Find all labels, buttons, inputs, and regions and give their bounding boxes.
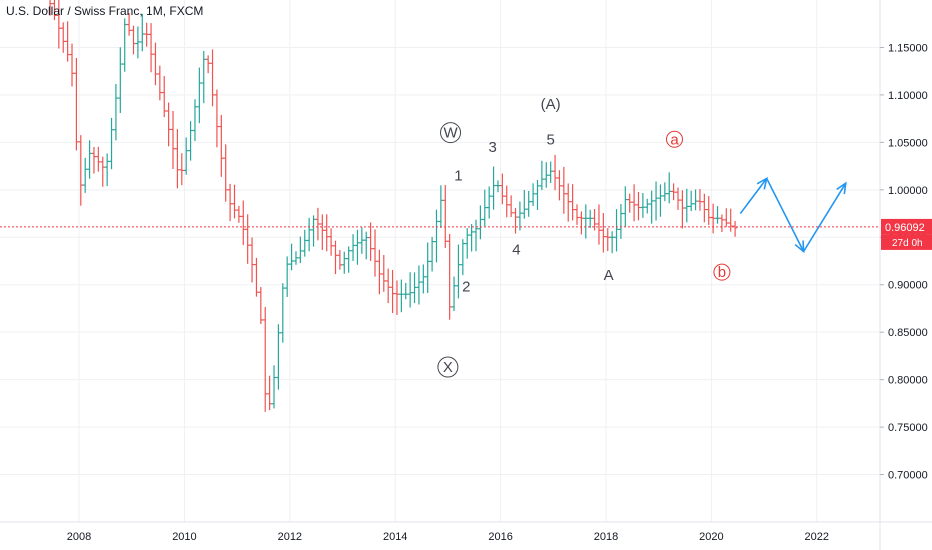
price-tick-label: 0.90000 (888, 280, 928, 292)
projection-segment (739, 177, 768, 215)
time-tick-label: 2008 (67, 531, 91, 543)
price-tick-label: 0.70000 (888, 470, 928, 482)
wave-label: a (670, 131, 679, 148)
countdown-badge (881, 234, 932, 250)
wave-label: b (718, 264, 726, 281)
time-tick-label: 2010 (172, 531, 196, 543)
chart-title: U.S. Dollar / Swiss Franc, 1M, FXCM (6, 4, 204, 18)
wave-label: 5 (546, 131, 554, 148)
time-tick-label: 2016 (488, 531, 512, 543)
price-tick-label: 1.05000 (888, 137, 928, 149)
wave-label: (A) (541, 96, 561, 113)
time-tick-label: 2018 (594, 531, 618, 543)
ohlc-bars (49, 0, 738, 412)
bar-countdown-label: 27d 0h (892, 238, 923, 249)
wave-label: 4 (512, 241, 520, 258)
time-axis-ticks: 2008 2010 2012 2014 2016 2018 2020 2022 (67, 531, 829, 543)
projection-arrows (739, 176, 847, 254)
time-tick-label: 2012 (278, 531, 302, 543)
time-tick-label: 2022 (805, 531, 829, 543)
grid-lines (0, 0, 880, 522)
price-tick-label: 0.80000 (888, 375, 928, 387)
price-tick-label: 1.10000 (888, 90, 928, 102)
time-tick-label: 2014 (383, 531, 407, 543)
price-tick-label: 0.75000 (888, 422, 928, 434)
wave-label: W (443, 125, 458, 142)
current-price-label: 0.96092 (885, 222, 925, 234)
projection-arrowhead (836, 181, 847, 195)
price-axis-area[interactable] (880, 0, 932, 550)
wave-label: A (604, 267, 614, 284)
current-price-marker: 0.96092 27d 0h (0, 218, 932, 250)
time-tick-label: 2020 (699, 531, 723, 543)
projection-segment (802, 182, 847, 252)
wave-label: 3 (489, 139, 497, 156)
wave-label-circle (665, 130, 683, 148)
price-tick-label: 1.15000 (888, 42, 928, 54)
wave-label-circle (440, 122, 462, 144)
wave-label-circle (437, 356, 459, 378)
projection-segment (765, 178, 805, 252)
price-axis-ticks: 0.700000.750000.800000.850000.900000.950… (880, 42, 928, 482)
price-tick-label: 0.85000 (888, 327, 928, 339)
wave-label: 1 (454, 167, 462, 184)
price-tick-label: 1.00000 (888, 185, 928, 197)
wave-label: 2 (462, 278, 470, 295)
wave-label: X (443, 359, 453, 376)
current-price-badge (881, 218, 932, 235)
wave-annotations: W X 1 2 3 4 5 (A) Aa b (437, 96, 731, 378)
wave-label-circle (713, 263, 731, 281)
